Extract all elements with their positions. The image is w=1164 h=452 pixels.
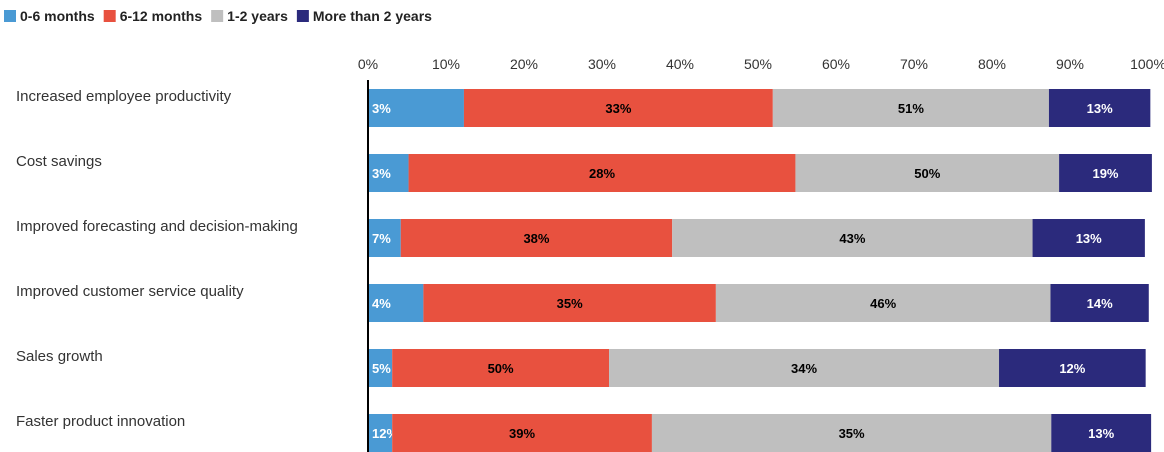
- data-label: 50%: [488, 361, 514, 376]
- legend-swatch-1-2-years: [211, 10, 224, 22]
- data-label: 14%: [1087, 296, 1113, 311]
- bar-segment-more-than-2-years: [999, 349, 1146, 387]
- data-label: 13%: [1088, 426, 1114, 441]
- data-label: 43%: [839, 231, 865, 246]
- data-label: 39%: [509, 426, 535, 441]
- bar-segment-1-2-years: [609, 349, 1000, 387]
- bar-segment-6-12-months: [463, 89, 773, 127]
- bar-segment-more-than-2-years: [1051, 414, 1152, 452]
- data-label: 34%: [791, 361, 817, 376]
- data-label: 35%: [839, 426, 865, 441]
- legend-swatch-more-than-2-years: [296, 10, 309, 22]
- x-tick-label: 80%: [978, 56, 1006, 72]
- category-label: Sales growth: [16, 348, 103, 365]
- bar-segment-6-12-months: [400, 219, 673, 257]
- legend-label-more-than-2-years: More than 2 years: [313, 8, 432, 24]
- bar-segment-more-than-2-years: [1059, 154, 1152, 192]
- x-tick-label: 90%: [1056, 56, 1084, 72]
- bar-segment-1-2-years: [715, 284, 1051, 322]
- legend: 0-6 months 6-12 months 1-2 years More than …: [4, 8, 432, 24]
- category-labels: Increased employee productivity Cost savi…: [16, 88, 298, 430]
- data-label: 35%: [557, 296, 583, 311]
- bar-segment-0-6-months: [368, 89, 464, 127]
- legend-swatch-0-6-months: [4, 10, 16, 22]
- x-tick-label: 50%: [744, 56, 772, 72]
- category-label: Increased employee productivity: [16, 88, 232, 105]
- x-tick-label: 100%: [1130, 56, 1164, 72]
- x-tick-label: 40%: [666, 56, 694, 72]
- x-tick-label: 20%: [510, 56, 538, 72]
- bar-segment-6-12-months: [392, 349, 610, 387]
- x-tick-label: 30%: [588, 56, 616, 72]
- data-label: 33%: [605, 101, 631, 116]
- data-label: 3%: [372, 101, 391, 116]
- data-label: 7%: [372, 231, 391, 246]
- data-label: 28%: [589, 166, 615, 181]
- legend-swatch-6-12-months: [103, 10, 116, 22]
- bar-segment-1-2-years: [795, 154, 1060, 192]
- bar-segment-0-6-months: [368, 284, 424, 322]
- bar-segment-1-2-years: [672, 219, 1033, 257]
- bar-segment-0-6-months: [368, 219, 401, 257]
- data-label: 13%: [1087, 101, 1113, 116]
- data-label: 50%: [914, 166, 940, 181]
- data-label: 3%: [372, 166, 391, 181]
- data-label: 12%: [372, 426, 398, 441]
- bar-segment-0-6-months: [368, 154, 409, 192]
- x-tick-label: 70%: [900, 56, 928, 72]
- legend-label-0-6-months: 0-6 months: [20, 8, 95, 24]
- legend-label-1-2-years: 1-2 years: [227, 8, 288, 24]
- bars: 3% 33% 51% 13% 3% 28% 50% 19% 7% 38% 43% 13% 4% 35% 46…: [368, 89, 1152, 452]
- data-label: 5%: [372, 361, 391, 376]
- bar-segment-0-6-months: [368, 349, 393, 387]
- category-label: Cost savings: [16, 153, 102, 170]
- bar-segment-0-6-months: [368, 414, 393, 452]
- x-tick-label: 60%: [822, 56, 850, 72]
- data-label: 51%: [898, 101, 924, 116]
- category-label: Improved forecasting and decision-making: [16, 218, 298, 235]
- bar-segment-more-than-2-years: [1050, 284, 1149, 322]
- category-label: Faster product innovation: [16, 413, 185, 430]
- data-label: 4%: [372, 296, 391, 311]
- data-label: 13%: [1076, 231, 1102, 246]
- bar-segment-more-than-2-years: [1032, 219, 1145, 257]
- x-tick-label: 0%: [358, 56, 378, 72]
- bar-segment-6-12-months: [392, 414, 652, 452]
- bar-segment-6-12-months: [408, 154, 796, 192]
- data-label: 19%: [1092, 166, 1118, 181]
- bar-segment-more-than-2-years: [1048, 89, 1151, 127]
- bar-segment-6-12-months: [423, 284, 716, 322]
- legend-label-6-12-months: 6-12 months: [120, 8, 203, 24]
- data-label: 12%: [1059, 361, 1085, 376]
- category-label: Improved customer service quality: [16, 283, 244, 300]
- x-axis-ticks: 0% 10% 20% 30% 40% 50% 60% 70% 80% 90% 100%: [358, 56, 1164, 72]
- data-label: 38%: [523, 231, 549, 246]
- bar-segment-1-2-years: [651, 414, 1052, 452]
- x-tick-label: 10%: [432, 56, 460, 72]
- data-label: 46%: [870, 296, 896, 311]
- bar-segment-1-2-years: [772, 89, 1049, 127]
